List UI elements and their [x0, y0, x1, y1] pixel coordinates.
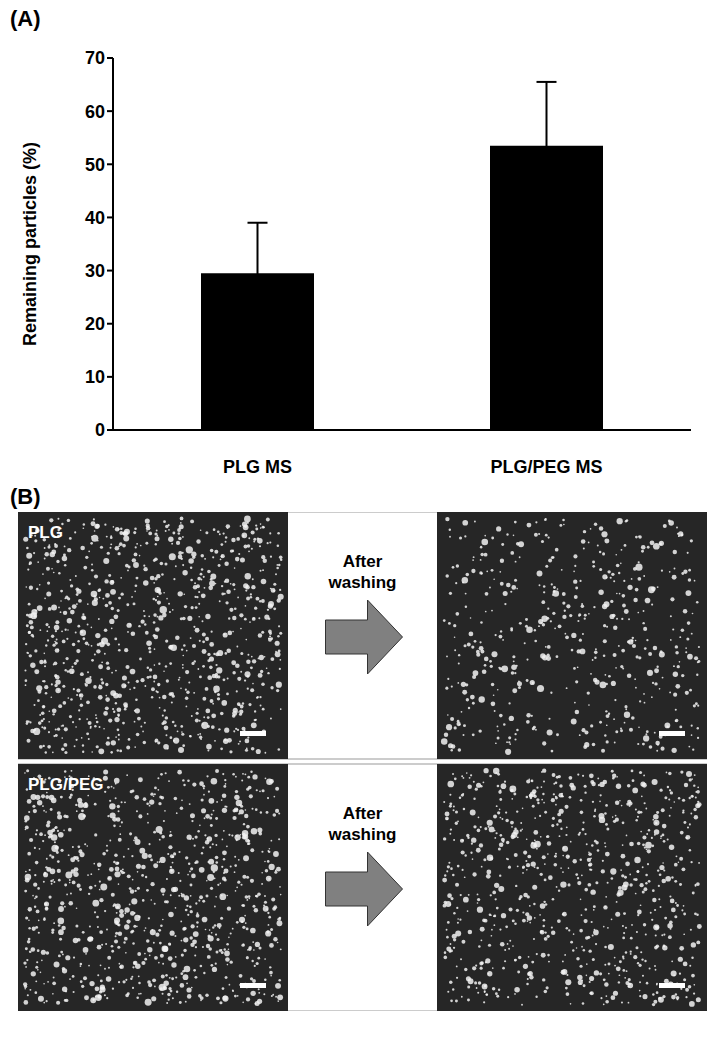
svg-text:0: 0 — [95, 420, 105, 440]
svg-text:PLG/PEG: PLG/PEG — [28, 775, 104, 794]
svg-text:PLG MS: PLG MS — [223, 457, 292, 477]
svg-text:PLG: PLG — [28, 523, 63, 542]
svg-text:PLG/PEG MS: PLG/PEG MS — [490, 457, 602, 477]
svg-text:40: 40 — [85, 208, 105, 228]
svg-text:60: 60 — [85, 102, 105, 122]
svg-text:30: 30 — [85, 261, 105, 281]
svg-text:Remaining particles (%): Remaining particles (%) — [20, 142, 40, 346]
html-text:(B): (B) — [10, 484, 41, 509]
svg-text:Afterwashing: Afterwashing — [327, 804, 396, 844]
svg-text:50: 50 — [85, 155, 105, 175]
svg-text:70: 70 — [85, 48, 105, 68]
svg-text:Afterwashing: Afterwashing — [327, 552, 396, 592]
svg-text:20: 20 — [85, 314, 105, 334]
html-text:(A): (A) — [10, 6, 41, 31]
svg-text:10: 10 — [85, 367, 105, 387]
